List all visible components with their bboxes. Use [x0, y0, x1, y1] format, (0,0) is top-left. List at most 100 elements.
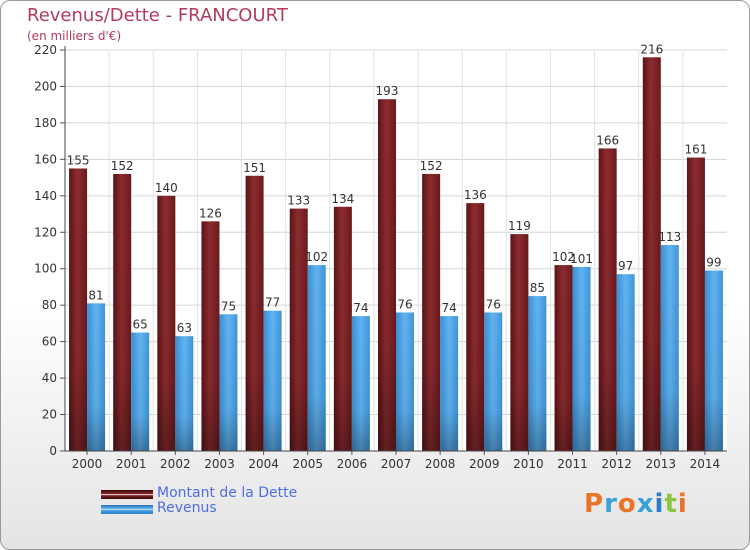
bar-value-label: 85 — [530, 281, 545, 295]
bar-shade — [201, 221, 220, 451]
bar-value-label: 74 — [441, 301, 456, 315]
x-tick-label: 2002 — [160, 457, 191, 471]
bar-value-label: 152 — [420, 159, 443, 173]
x-tick-label: 2008 — [425, 457, 456, 471]
y-tick-label: 20 — [42, 408, 57, 422]
bar-shade — [484, 312, 503, 451]
logo-letter: t — [664, 489, 678, 519]
legend-label-dette: Montant de la Dette — [157, 485, 298, 501]
bar-shade — [113, 173, 132, 452]
bar-value-label: 63 — [177, 321, 192, 335]
bar-shade — [554, 265, 573, 451]
x-tick-label: 2006 — [337, 457, 368, 471]
bar-value-label: 74 — [353, 301, 368, 315]
bar-value-label: 113 — [658, 230, 681, 244]
bar-shade — [245, 175, 264, 451]
bar-shade — [157, 195, 176, 451]
bar-value-label: 102 — [552, 250, 575, 264]
x-tick-label: 2003 — [204, 457, 235, 471]
logo-letter: P — [584, 489, 605, 519]
bar-value-label: 102 — [305, 250, 328, 264]
bar-value-label: 133 — [287, 194, 310, 208]
bar-shade — [616, 274, 635, 451]
bar-shade — [87, 303, 106, 451]
bar-shade — [378, 99, 396, 452]
legend-swatch-dette — [101, 490, 153, 499]
bar-shade — [396, 312, 414, 451]
bar-value-label: 97 — [618, 259, 633, 273]
bar-value-label: 76 — [397, 297, 412, 311]
bar-shade — [219, 314, 238, 451]
bar-shade — [660, 245, 679, 451]
y-tick-label: 220 — [34, 43, 57, 57]
bar-shade — [175, 336, 194, 451]
logo-letter: i — [654, 489, 665, 519]
bar-value-label: 216 — [640, 42, 663, 56]
x-tick-label: 2009 — [469, 457, 500, 471]
bar-shade — [131, 332, 150, 451]
logo-letter: r — [604, 489, 618, 519]
y-tick-label: 120 — [34, 225, 57, 239]
x-tick-label: 2011 — [557, 457, 588, 471]
logo-letter: o — [617, 489, 637, 519]
bar-shade — [69, 168, 88, 451]
bar-value-label: 193 — [376, 84, 399, 98]
bar-value-label: 152 — [111, 159, 134, 173]
y-tick-label: 140 — [34, 189, 57, 203]
bar-shade — [351, 316, 370, 451]
legend-swatch-revenus — [101, 505, 153, 514]
bar-value-label: 76 — [486, 297, 501, 311]
y-tick-label: 80 — [42, 298, 57, 312]
y-tick-label: 100 — [34, 262, 57, 276]
bar-shade — [642, 57, 661, 452]
x-tick-label: 2005 — [292, 457, 323, 471]
y-tick-label: 40 — [42, 371, 57, 385]
x-tick-label: 2010 — [513, 457, 544, 471]
bar-shade — [289, 208, 308, 451]
y-tick-label: 60 — [42, 335, 57, 349]
legend-label-revenus: Revenus — [157, 500, 217, 516]
bar-shade — [572, 266, 591, 451]
bar-shade — [528, 296, 547, 451]
bar-value-label: 119 — [508, 219, 531, 233]
bar-shade — [440, 316, 459, 451]
x-tick-label: 2004 — [248, 457, 279, 471]
bar-shade — [263, 310, 282, 451]
logo-letter: x — [636, 489, 655, 519]
chart-unit-subtitle: (en milliers d'€) — [27, 29, 122, 43]
bar-value-label: 81 — [88, 288, 103, 302]
x-tick-label: 2001 — [116, 457, 147, 471]
bar-value-label: 155 — [67, 153, 90, 167]
x-tick-label: 2007 — [381, 457, 412, 471]
bar-value-label: 77 — [265, 296, 280, 310]
x-tick-label: 2012 — [601, 457, 632, 471]
chart-title: Revenus/Dette - FRANCOURT — [27, 5, 288, 26]
bar-value-label: 151 — [243, 161, 266, 175]
proxiti-logo: Proxiti — [584, 489, 688, 519]
x-tick-label: 2013 — [646, 457, 677, 471]
bar-value-label: 166 — [596, 133, 619, 147]
bar-value-label: 161 — [684, 143, 707, 157]
bar-shade — [422, 173, 441, 452]
bar-value-label: 140 — [155, 181, 178, 195]
bar-value-label: 65 — [133, 318, 148, 332]
y-tick-label: 160 — [34, 152, 57, 166]
bar-value-label: 101 — [570, 252, 593, 266]
logo-letter: i — [677, 489, 688, 519]
bar-value-label: 126 — [199, 206, 222, 220]
bar-shade — [704, 270, 723, 451]
y-tick-label: 200 — [34, 79, 57, 93]
bar-value-label: 134 — [331, 192, 354, 206]
bar-shade — [333, 206, 352, 451]
x-tick-label: 2000 — [72, 457, 103, 471]
y-tick-label: 180 — [34, 116, 57, 130]
bar-value-label: 75 — [221, 299, 236, 313]
bar-shade — [510, 234, 529, 451]
bar-shade — [686, 157, 705, 452]
bar-shade — [598, 148, 617, 451]
bar-shade — [307, 265, 326, 451]
y-tick-label: 0 — [49, 444, 57, 458]
bar-value-label: 99 — [706, 256, 721, 270]
